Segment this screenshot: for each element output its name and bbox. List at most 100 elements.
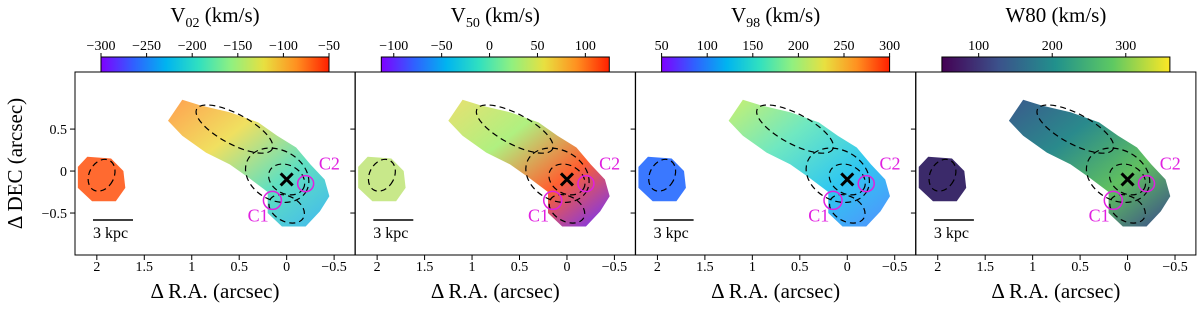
x-axis-label: Δ R.A. (arcsec) [151,279,280,303]
map-region [918,156,967,202]
y-tick-label: 0 [60,165,67,180]
nucleus-marker [279,172,294,187]
x-tick-label: 1 [749,260,756,275]
clump-label: C2 [599,153,620,173]
colorbar-tick-label: 200 [1042,39,1063,54]
clump-marker [262,190,283,211]
clump-marker [823,190,843,211]
x-tick-label: 0 [1124,260,1131,275]
contour [648,158,677,192]
scalebar-label: 3 kpc [934,225,969,242]
scalebar-label: 3 kpc [93,225,128,242]
x-tick-label: −0.5 [321,260,346,275]
clump-label: C1 [808,205,829,225]
x-axis-label: Δ R.A. (arcsec) [991,279,1120,303]
y-tick-label: −0.5 [42,207,67,222]
contour [548,193,586,224]
x-tick-label: 1 [1029,260,1036,275]
map-region [168,99,330,227]
colorbar-tick-label: −150 [223,39,252,54]
title-unit: (km/s) [480,3,540,27]
clump-label: C1 [1089,205,1110,225]
panel-title: V02 (km/s) [170,3,259,31]
x-axis-label: Δ R.A. (arcsec) [711,279,840,303]
scalebar-label: 3 kpc [373,225,408,242]
colorbar-tick-label: 100 [575,39,596,54]
colorbar-tick-label: 200 [788,39,809,54]
contour [268,193,306,224]
clump-label: C2 [319,153,340,173]
x-tick-label: 0 [844,260,851,275]
x-tick-label: 0.5 [791,260,809,275]
contour [267,163,306,196]
x-tick-label: 0 [283,260,290,275]
contour [1108,163,1147,196]
x-tick-label: −0.5 [882,260,907,275]
colorbar-tick-label: −200 [178,39,207,54]
title-unit: (km/s) [200,3,260,27]
panel-title: W80 (km/s) [1005,3,1106,27]
contour [828,163,866,196]
clump-label: C1 [528,205,549,225]
x-tick-label: 1.5 [136,260,154,275]
title-symbol: V [451,3,466,27]
nucleus-marker [840,172,855,187]
title-unit: (km/s) [1046,3,1106,27]
x-tick-label: 1.5 [976,260,994,275]
colorbar-tick-label: 300 [879,39,900,54]
colorbar-tick-label: 150 [742,39,763,54]
panel-title: V50 (km/s) [451,3,540,31]
x-tick-label: 1 [188,260,195,275]
x-tick-label: 0.5 [511,260,529,275]
clump-marker [577,174,595,193]
map-region [77,156,126,202]
x-tick-label: −0.5 [602,260,627,275]
colorbar-tick-label: 100 [697,39,718,54]
contour [928,158,957,192]
title-symbol: V [731,3,746,27]
contour [1109,193,1146,224]
map-region [358,156,406,202]
x-axis-label: Δ R.A. (arcsec) [431,279,560,303]
y-tick-label: 0.5 [50,123,68,138]
colorbar-tick-label: 250 [834,39,855,54]
colorbar [661,56,891,73]
title-symbol: V [170,3,185,27]
clump-marker [296,174,315,193]
map-region [728,99,890,227]
map-region [448,99,610,227]
scalebar-label: 3 kpc [654,225,689,242]
plot-frame [915,71,1197,256]
colorbar-tick-label: −100 [379,39,408,54]
title-subscript: 02 [186,16,200,31]
x-tick-label: 1 [469,260,476,275]
colorbar-tick-label: −50 [431,39,453,54]
clump-marker [857,174,875,193]
clump-marker [1137,174,1156,193]
clump-label: C2 [1160,153,1181,173]
x-tick-label: 0.5 [1071,260,1089,275]
colorbar [100,56,330,73]
y-axis-label: Δ DEC (arcsec) [3,98,27,229]
x-tick-label: 0 [563,260,570,275]
colorbar-tick-label: 100 [968,39,989,54]
contour [756,104,835,154]
x-tick-label: 2 [934,260,941,275]
colorbar-tick-label: −300 [87,39,116,54]
nucleus-marker [1120,172,1135,187]
title-subscript: 50 [466,16,480,31]
x-tick-label: 2 [654,260,661,275]
contour [828,193,866,224]
title-symbol: W80 [1005,3,1046,27]
colorbar-tick-label: −50 [318,39,340,54]
clump-marker [542,190,563,211]
x-tick-label: 2 [93,260,100,275]
clump-label: C2 [879,153,900,173]
x-tick-label: 1.5 [416,260,434,275]
clump-label: C1 [248,205,269,225]
nucleus-marker [559,172,575,187]
map-region [1008,99,1171,227]
colorbar-tick-label: −100 [269,39,298,54]
contour [87,158,116,192]
x-tick-label: 1.5 [696,260,714,275]
